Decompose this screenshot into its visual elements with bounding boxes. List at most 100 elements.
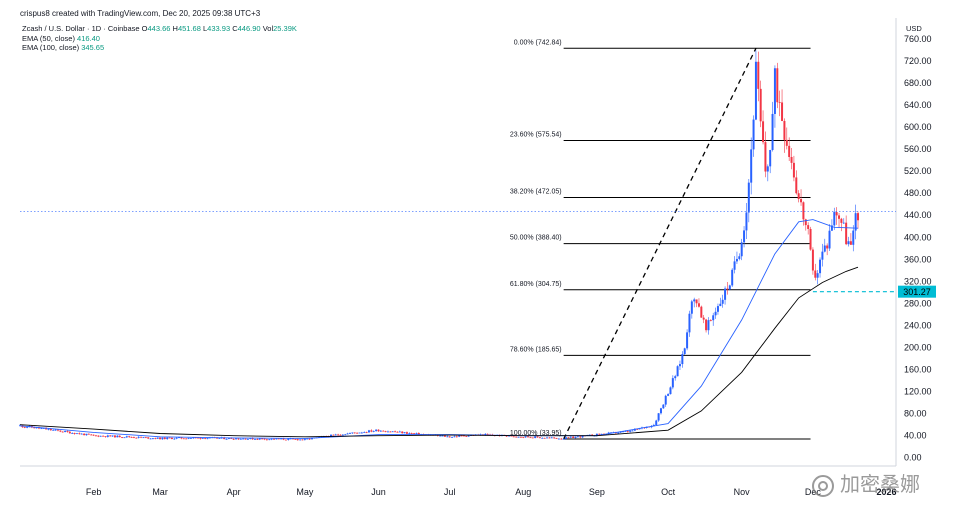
legend-ema50-row[interactable]: EMA (50, close) 416.40	[22, 34, 297, 44]
candle-body	[548, 437, 551, 439]
candle-body	[384, 431, 387, 433]
candle-body	[811, 249, 814, 271]
candle-body	[735, 258, 738, 262]
candle-body	[826, 245, 829, 249]
candle-body	[311, 437, 313, 440]
candle-body	[519, 436, 522, 438]
candle-body	[92, 434, 95, 436]
candle-body	[33, 427, 36, 429]
candle-body	[695, 299, 698, 304]
support-level-badge	[898, 285, 936, 298]
candle-body	[408, 433, 411, 434]
candle-body	[261, 438, 264, 440]
candle-body	[448, 436, 451, 438]
watermark: 加密桑娜	[812, 468, 920, 497]
candle-body	[674, 376, 677, 379]
candle-body	[363, 432, 366, 433]
candle-body	[244, 438, 247, 440]
symbol-name[interactable]: Zcash / U.S. Dollar · 1D · Coinbase	[22, 24, 140, 33]
candle-body	[113, 435, 116, 438]
candle-body	[797, 193, 800, 200]
support-level-label: 301.27	[903, 287, 931, 297]
candle-body	[830, 225, 833, 231]
y-tick-label: 120.00	[904, 387, 932, 397]
candle-body	[168, 437, 171, 439]
candle-body	[721, 299, 724, 304]
chat-bubble-icon	[812, 474, 834, 497]
candle-body	[170, 437, 173, 440]
y-axis[interactable]: 0.00 40.00 80.00 120.00 160.00 200.00 240.00 28…	[895, 18, 932, 466]
candle-body	[458, 435, 461, 437]
x-tick-label: Jul	[444, 487, 456, 497]
candle-body	[318, 436, 321, 438]
candle-body	[451, 436, 454, 438]
candle-body	[802, 202, 805, 220]
candle-body	[515, 436, 518, 438]
candle-body	[26, 427, 29, 428]
candle-body	[403, 432, 406, 434]
candle-body	[657, 413, 660, 421]
candle-body	[398, 431, 401, 433]
candle-body	[303, 438, 306, 440]
candle-body	[565, 437, 568, 439]
candle-body	[116, 435, 119, 438]
candle-body	[536, 436, 539, 438]
candle-body	[75, 433, 78, 435]
x-tick-label: Aug	[515, 487, 531, 497]
candle-body	[705, 319, 708, 331]
x-axis[interactable]: Feb Mar Apr May Jun Jul Aug Sep Oct Nov Dec 2026	[20, 465, 897, 497]
candle-body	[263, 438, 266, 440]
candle-body	[709, 320, 712, 321]
candle-body	[156, 437, 159, 439]
fib-trend-line[interactable]	[563, 47, 757, 440]
candle-body	[569, 436, 572, 438]
candle-body	[688, 313, 691, 333]
candle-body	[73, 433, 76, 434]
candle-body	[719, 303, 722, 307]
candle-body	[54, 429, 57, 431]
y-tick-label: 760.00	[904, 34, 932, 44]
candle-body	[845, 222, 848, 245]
candle-body	[268, 439, 271, 441]
candle-body	[417, 433, 420, 435]
candle-body	[828, 230, 831, 249]
candle-body	[572, 436, 575, 438]
candle-body	[137, 436, 140, 438]
candle-body	[197, 437, 200, 439]
candle-body	[78, 433, 81, 435]
candle-body	[140, 436, 143, 438]
candle-body	[35, 427, 38, 429]
candle-body	[87, 433, 90, 435]
candle-body	[655, 420, 658, 425]
ema50-value: 416.40	[77, 33, 100, 43]
candle-body	[294, 439, 297, 440]
candle-body	[816, 273, 819, 278]
candle-body	[462, 435, 465, 437]
candle-body	[529, 437, 532, 439]
candle-body	[762, 121, 765, 143]
ema100-label: EMA (100, close)	[22, 43, 80, 52]
candle-body	[633, 428, 636, 431]
fibonacci-retracement[interactable]: 0.00% (742.84) 23.60% (575.54) 38.20% (472…	[510, 39, 811, 440]
candle-body	[857, 213, 860, 221]
candle-body	[199, 437, 202, 439]
legend-ema100-row[interactable]: EMA (100, close) 345.65	[22, 43, 297, 53]
candle-body	[360, 432, 363, 434]
candle-body	[576, 436, 579, 438]
candle-body	[465, 436, 468, 437]
candle-body	[52, 429, 55, 431]
candle-body	[66, 430, 69, 432]
candle-body	[804, 219, 807, 226]
candle-body	[19, 425, 21, 427]
candle-body	[182, 438, 185, 440]
candle-body	[621, 431, 624, 433]
y-tick-label: 280.00	[904, 298, 932, 308]
x-tick-label: Sep	[589, 487, 605, 497]
candle-body	[600, 433, 603, 435]
candle-body	[296, 439, 299, 441]
candle-body	[394, 431, 397, 433]
candle-body	[142, 437, 145, 439]
candle-body	[617, 432, 620, 434]
candle-body	[292, 438, 295, 440]
